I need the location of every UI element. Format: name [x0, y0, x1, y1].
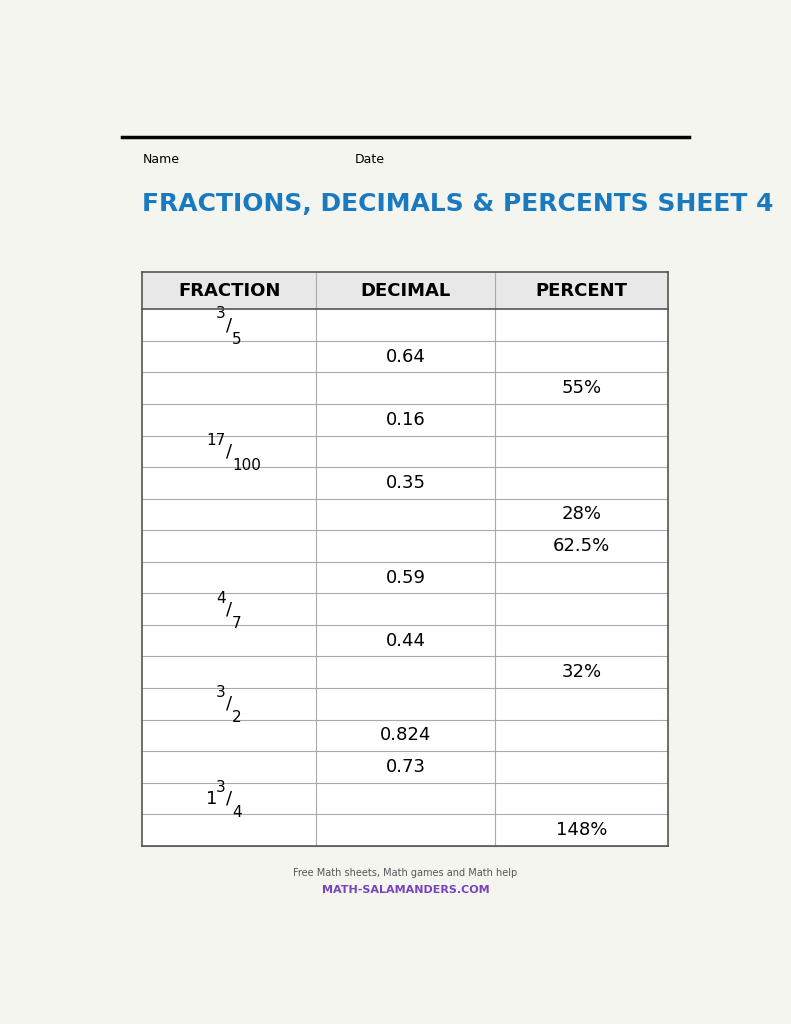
Text: 0.73: 0.73	[385, 758, 426, 776]
Text: 2: 2	[233, 711, 242, 725]
Text: 0.59: 0.59	[385, 568, 426, 587]
Text: MATH-SALAMANDERS.COM: MATH-SALAMANDERS.COM	[322, 885, 489, 895]
Text: 4: 4	[233, 805, 242, 820]
Text: 100: 100	[233, 458, 261, 473]
Text: FRACTIONS, DECIMALS & PERCENTS SHEET 4: FRACTIONS, DECIMALS & PERCENTS SHEET 4	[142, 191, 774, 216]
Text: 4: 4	[217, 591, 226, 605]
Text: /: /	[226, 790, 233, 808]
Text: 0.824: 0.824	[380, 726, 431, 744]
Text: 3: 3	[216, 685, 226, 700]
Text: 17: 17	[206, 433, 226, 447]
Text: 5: 5	[233, 332, 242, 346]
Text: FRACTION: FRACTION	[178, 282, 280, 300]
Text: 32%: 32%	[562, 664, 602, 681]
Text: /: /	[226, 695, 233, 713]
Text: PERCENT: PERCENT	[536, 282, 628, 300]
Text: /: /	[226, 316, 233, 334]
Text: /: /	[226, 442, 233, 460]
Text: 28%: 28%	[562, 506, 602, 523]
Text: /: /	[226, 600, 233, 618]
Text: 0.35: 0.35	[385, 474, 426, 492]
Text: 55%: 55%	[562, 379, 602, 397]
FancyBboxPatch shape	[142, 272, 668, 846]
Text: 7: 7	[233, 615, 242, 631]
Text: 0.44: 0.44	[385, 632, 426, 649]
Text: 62.5%: 62.5%	[553, 537, 611, 555]
Text: DECIMAL: DECIMAL	[360, 282, 451, 300]
Text: 0.64: 0.64	[385, 347, 426, 366]
Text: Date: Date	[354, 154, 384, 166]
Text: Free Math sheets, Math games and Math help: Free Math sheets, Math games and Math he…	[293, 868, 517, 878]
Text: 1: 1	[206, 790, 218, 808]
Text: 0.16: 0.16	[385, 411, 426, 429]
FancyBboxPatch shape	[142, 272, 668, 309]
Text: 148%: 148%	[556, 821, 607, 839]
Text: Name: Name	[142, 154, 180, 166]
Text: 3: 3	[216, 306, 226, 322]
Text: 3: 3	[216, 780, 226, 795]
